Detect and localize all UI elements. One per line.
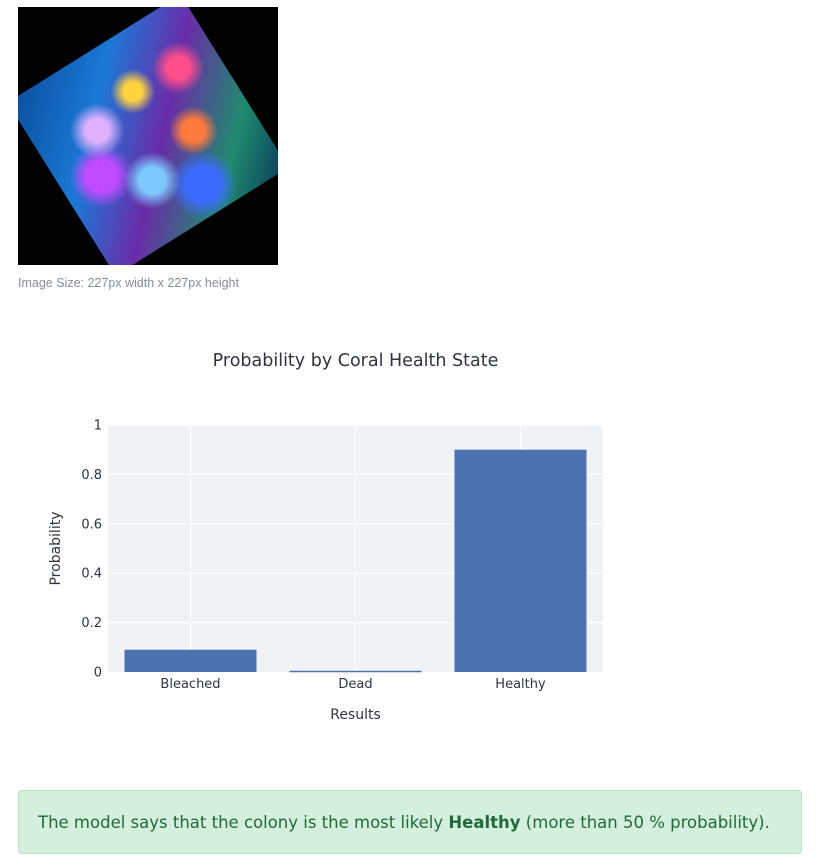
bar xyxy=(289,670,422,673)
bar xyxy=(454,449,587,672)
y-tick-label: 0.4 xyxy=(81,567,102,582)
result-label: Healthy xyxy=(448,813,521,832)
x-axis-title: Results xyxy=(330,707,381,723)
y-tick-label: 1 xyxy=(94,419,102,434)
image-caption: Image Size: 227px width x 227px height xyxy=(18,276,239,290)
x-tick-label: Healthy xyxy=(495,677,546,692)
x-tick-label: Bleached xyxy=(160,677,220,692)
result-alert: The model says that the colony is the mo… xyxy=(18,790,802,854)
y-tick-label: 0.8 xyxy=(81,468,102,483)
coral-image xyxy=(18,7,278,265)
result-suffix: (more than 50 % probability). xyxy=(520,813,770,832)
y-tick-label: 0.6 xyxy=(81,517,102,532)
x-tick-label: Dead xyxy=(338,677,372,692)
y-tick-label: 0.2 xyxy=(81,616,102,631)
result-prefix: The model says that the colony is the mo… xyxy=(38,813,449,832)
bar-chart: 0 0.2 0.4 0.6 0.8 1 Bleached Dead Healthy Results… xyxy=(48,419,603,723)
bar xyxy=(124,649,257,672)
chart-title: Probability by Coral Health State xyxy=(212,351,499,371)
y-axis-title: Probability xyxy=(48,511,64,585)
y-tick-label: 0 xyxy=(94,666,102,681)
